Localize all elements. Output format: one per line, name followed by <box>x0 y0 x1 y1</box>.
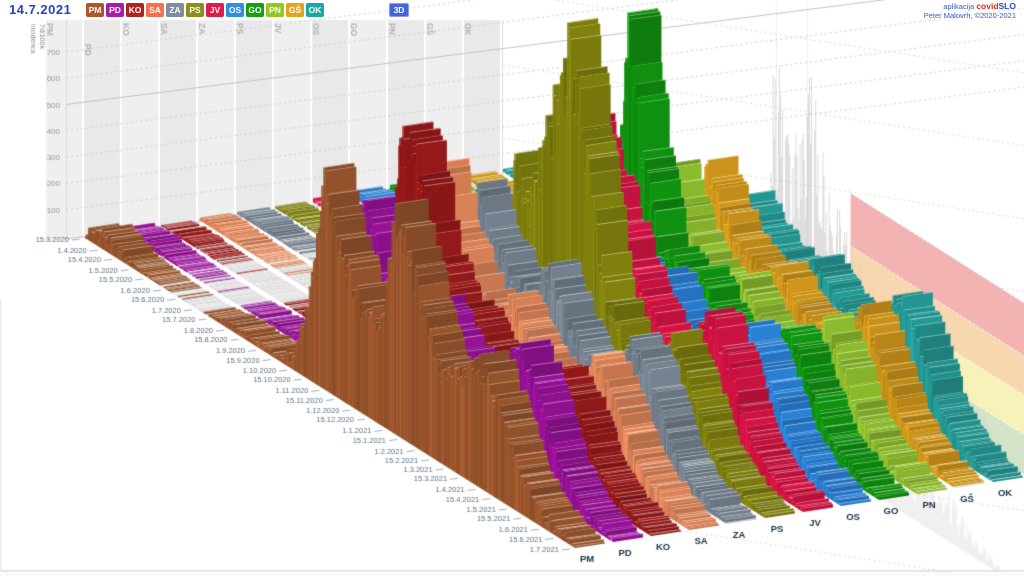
region-button-jv[interactable]: JV <box>206 3 224 17</box>
region-button-go[interactable]: GO <box>246 3 264 17</box>
region-button-gš[interactable]: GŠ <box>286 3 304 17</box>
credit-line: Peter Malovrh, ©2020-2021 <box>923 11 1016 20</box>
region-button-ko[interactable]: KO <box>126 3 144 17</box>
brand-slo: SLO <box>998 1 1016 11</box>
region-button-ok[interactable]: OK <box>306 3 324 17</box>
header-bar: 14.7.2021 PM PD KO SA ZA PS JV OS GO PN GŠ OK 3D ap… <box>0 0 1024 22</box>
region-button-ps[interactable]: PS <box>186 3 204 17</box>
region-button-za[interactable]: ZA <box>166 3 184 17</box>
mode-3d-button[interactable]: 3D <box>389 3 409 17</box>
region-button-os[interactable]: OS <box>226 3 244 17</box>
brand-covid: covid <box>976 1 999 11</box>
app-credits: aplikacija covidSLO Peter Malovrh, ©2020… <box>923 1 1016 21</box>
region-button-pm[interactable]: PM <box>86 3 104 17</box>
region-button-sa[interactable]: SA <box>146 3 164 17</box>
region-button-pd[interactable]: PD <box>106 3 124 17</box>
current-date-label[interactable]: 14.7.2021 <box>9 2 72 17</box>
app-prefix: aplikacija <box>943 2 975 11</box>
region-button-row: PM PD KO SA ZA PS JV OS GO PN GŠ OK <box>86 3 324 17</box>
region-button-pn[interactable]: PN <box>266 3 284 17</box>
